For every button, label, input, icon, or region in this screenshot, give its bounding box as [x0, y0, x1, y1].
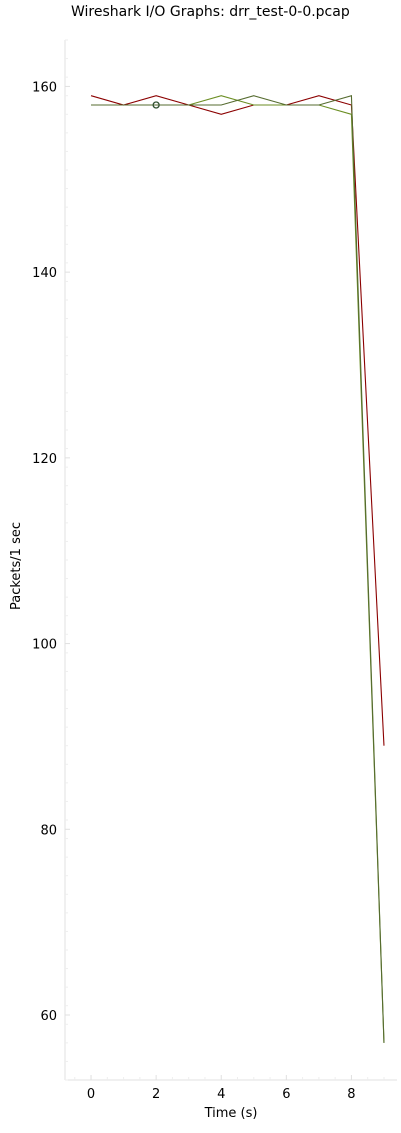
series-line-2 [91, 95, 385, 1043]
y-tick-label: 60 [40, 1009, 57, 1024]
y-tick-label: 140 [32, 266, 57, 281]
series-lines [90, 94, 385, 1043]
series-line-1 [90, 95, 385, 746]
tick-labels: 60 80 100 120 140 160 0 2 4 6 8 [32, 80, 355, 1102]
series-line-3 [91, 94, 385, 1043]
x-tick-label: 4 [217, 1087, 225, 1102]
x-tick-label: 6 [282, 1087, 290, 1102]
y-tick-label: 100 [32, 638, 57, 653]
y-tick-label: 160 [32, 80, 57, 95]
data-markers [152, 101, 160, 109]
x-tick-label: 8 [347, 1087, 355, 1102]
x-tick-label: 2 [152, 1087, 160, 1102]
data-marker-1 [152, 101, 160, 109]
x-tick-label: 0 [87, 1087, 95, 1102]
x-axis-label: Time (s) [204, 1106, 258, 1121]
y-axis-label: Packets/1 sec [9, 522, 24, 610]
chart-title: Wireshark I/O Graphs: drr_test-0-0.pcap [71, 4, 350, 20]
y-tick-label: 80 [40, 823, 57, 838]
y-tick-label: 120 [32, 452, 57, 467]
axes [64, 39, 397, 1081]
